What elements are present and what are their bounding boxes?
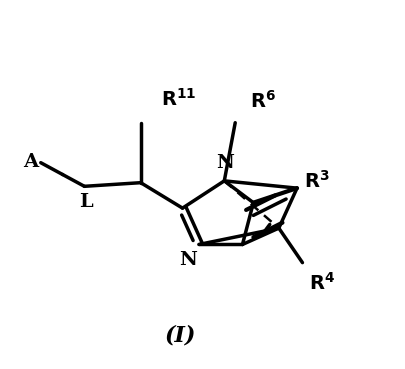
Text: (I): (I) (165, 324, 196, 346)
Text: $\mathbf{R^3}$: $\mathbf{R^3}$ (304, 170, 330, 192)
Text: L: L (79, 193, 93, 211)
Text: $\mathbf{R^{11}}$: $\mathbf{R^{11}}$ (161, 88, 196, 110)
Text: N: N (216, 154, 234, 172)
Text: $\mathbf{R^4}$: $\mathbf{R^4}$ (309, 272, 335, 294)
Text: N: N (179, 251, 197, 269)
Text: $\mathbf{R^6}$: $\mathbf{R^6}$ (250, 90, 276, 112)
Text: A: A (23, 153, 38, 170)
